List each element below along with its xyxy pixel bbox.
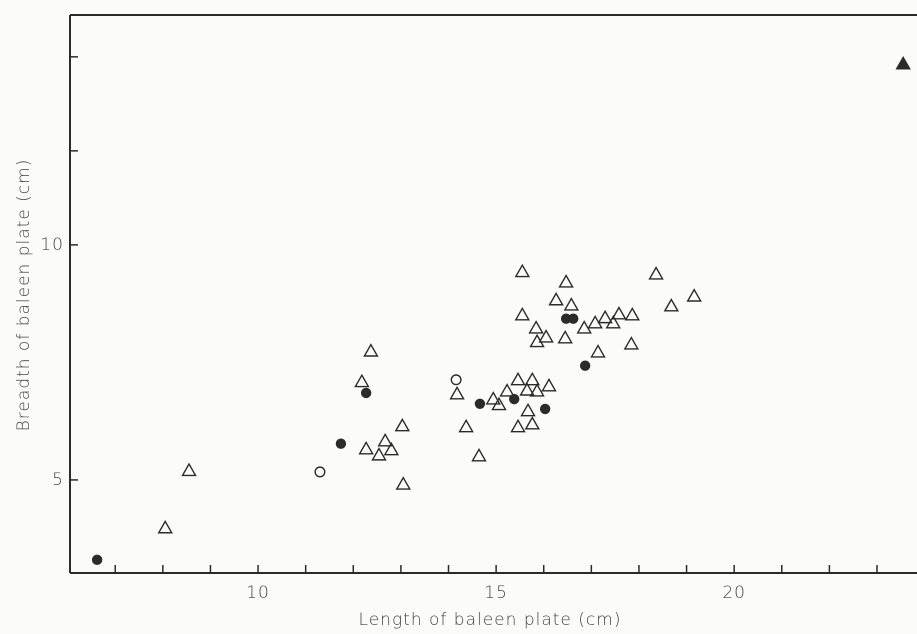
chart: Length of baleen plate (cm) Breadth of b… xyxy=(0,0,917,634)
point xyxy=(512,373,525,384)
point xyxy=(665,299,678,310)
point xyxy=(315,467,325,477)
point xyxy=(372,449,385,460)
point xyxy=(487,393,500,404)
point xyxy=(475,399,484,408)
point xyxy=(625,338,638,349)
point xyxy=(460,420,473,431)
point xyxy=(522,404,535,415)
y-tick-label: 5 xyxy=(52,470,64,490)
point xyxy=(542,379,555,390)
point xyxy=(159,521,172,532)
point xyxy=(93,555,102,564)
point xyxy=(531,335,544,346)
point xyxy=(379,434,392,445)
point xyxy=(396,419,409,430)
y-axis-label: Breadth of baleen plate (cm) xyxy=(14,159,34,432)
x-tick-label: 15 xyxy=(484,583,508,603)
point xyxy=(512,420,525,431)
point xyxy=(516,308,529,319)
point xyxy=(526,373,539,384)
point xyxy=(451,375,461,385)
point xyxy=(336,439,345,448)
point xyxy=(364,345,377,356)
x-tick-label: 20 xyxy=(722,583,746,603)
point xyxy=(559,331,572,342)
point xyxy=(550,293,563,304)
point xyxy=(626,308,639,319)
point xyxy=(530,322,543,333)
point xyxy=(569,314,578,323)
point xyxy=(451,387,464,398)
point xyxy=(581,361,590,370)
point xyxy=(650,268,663,279)
point xyxy=(355,375,368,386)
point xyxy=(472,449,485,460)
x-tick-label: 10 xyxy=(246,583,270,603)
point xyxy=(592,346,605,357)
x-axis-label: Length of baleen plate (cm) xyxy=(359,610,622,630)
point xyxy=(599,311,612,322)
point xyxy=(362,388,371,397)
point xyxy=(526,417,539,428)
point xyxy=(501,385,514,396)
point xyxy=(510,395,519,404)
point xyxy=(897,57,910,68)
point xyxy=(183,464,196,475)
point xyxy=(541,404,550,413)
point xyxy=(397,478,410,489)
point xyxy=(360,442,373,453)
point xyxy=(516,265,529,276)
point xyxy=(565,299,578,310)
y-tick-label: 10 xyxy=(40,235,64,255)
point xyxy=(688,290,701,301)
point xyxy=(560,276,573,287)
